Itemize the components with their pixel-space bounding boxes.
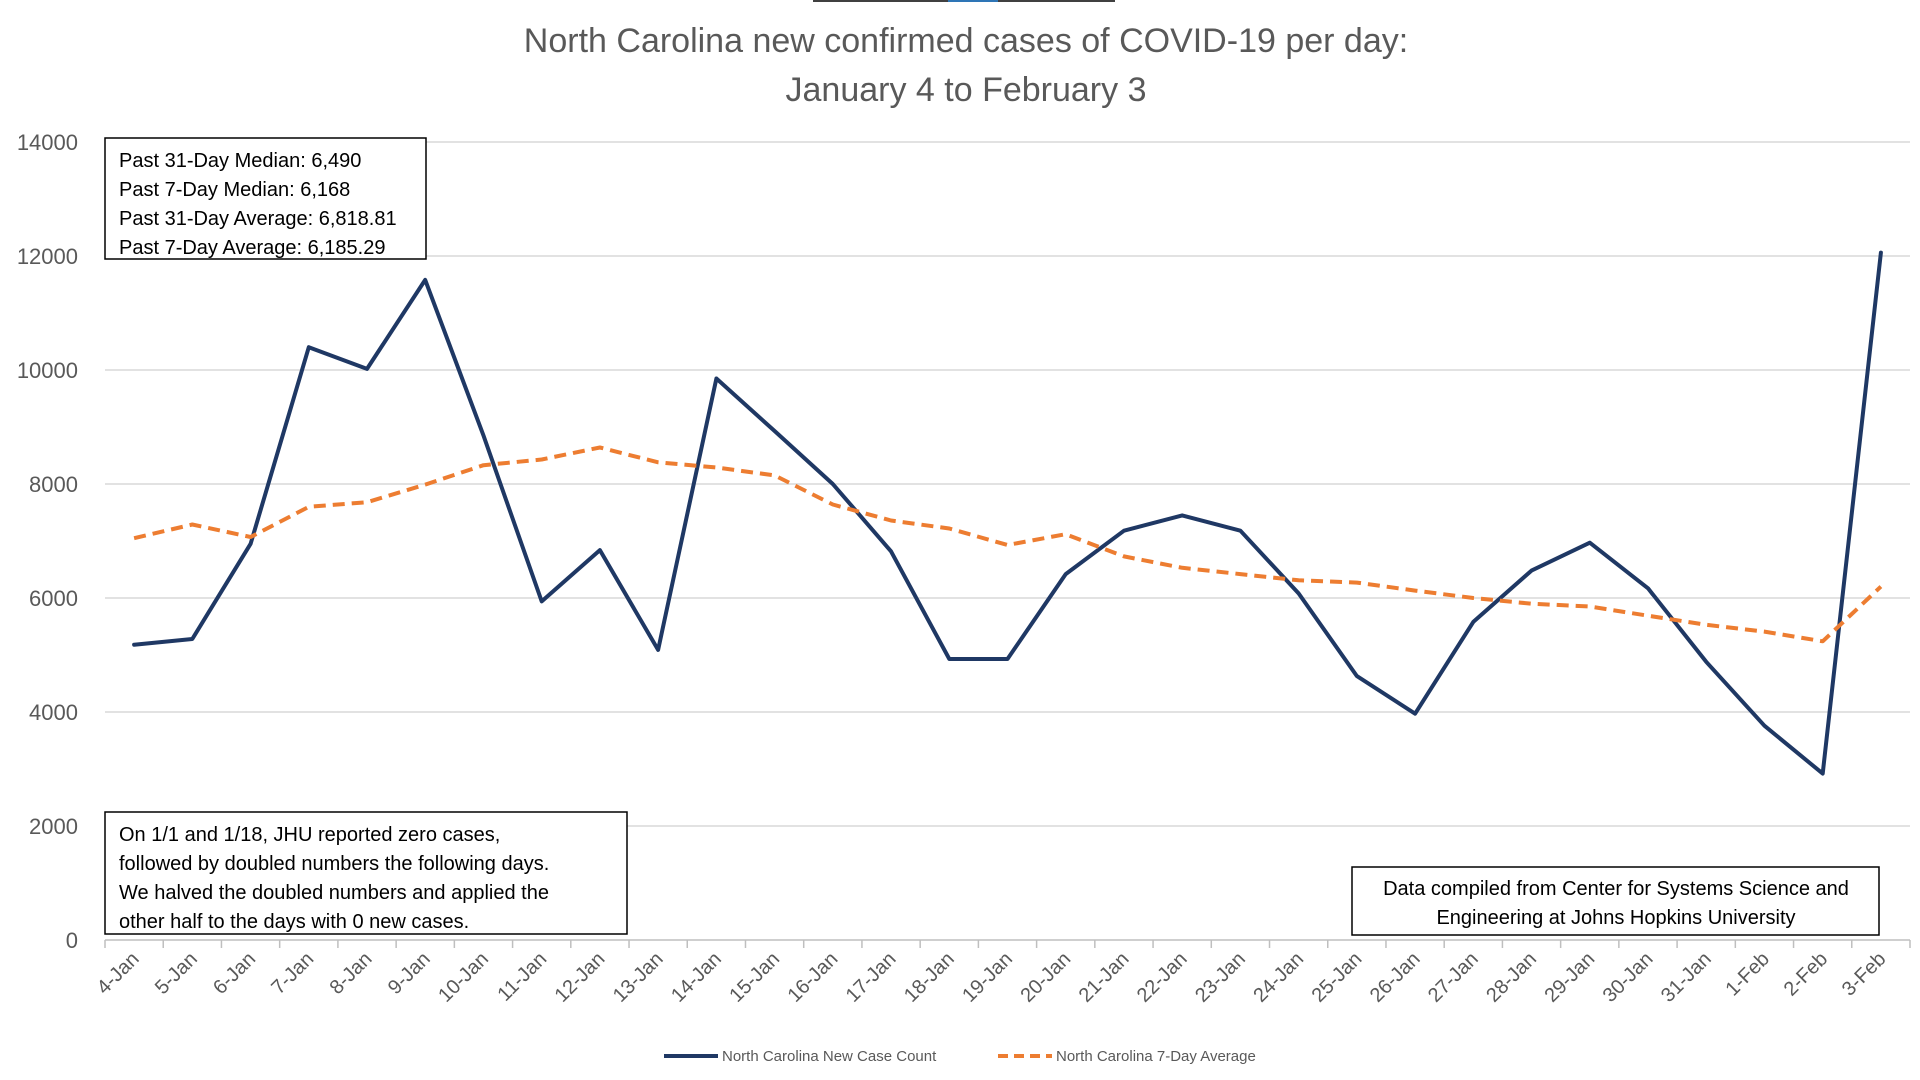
x-tick-label: 5-Jan (151, 948, 202, 999)
note-box: On 1/1 and 1/18, JHU reported zero cases… (104, 811, 628, 935)
x-tick-label: 28-Jan (1482, 948, 1541, 1007)
top-edge-accent (948, 0, 998, 2)
x-tick-label: 6-Jan (209, 948, 260, 999)
y-tick-label: 6000 (29, 586, 78, 611)
x-tick-label: 4-Jan (93, 948, 144, 999)
x-tick-label: 25-Jan (1308, 948, 1367, 1007)
source-box-border (1351, 866, 1880, 936)
chart-title: North Carolina new confirmed cases of CO… (524, 22, 1408, 109)
y-tick-label: 10000 (17, 358, 78, 383)
x-tick-label: 16-Jan (784, 948, 843, 1007)
x-tick-label: 11-Jan (493, 948, 551, 1006)
x-tick-label: 21-Jan (1075, 948, 1134, 1007)
stats-median-31: Past 31-Day Median: 6,490 (119, 150, 361, 172)
x-tick-label: 14-Jan (667, 948, 726, 1007)
source-line-2: Engineering at Johns Hopkins University (1436, 907, 1795, 929)
x-tick-label: 20-Jan (1016, 948, 1075, 1007)
note-line-2: followed by doubled numbers the followin… (119, 853, 549, 875)
stats-median-7: Past 7-Day Median: 6,168 (119, 179, 350, 201)
y-tick-label: 0 (66, 928, 78, 953)
x-axis: 4-Jan 5-Jan 6-Jan 7-Jan 8-Jan 9-Jan 10-Jan 11-J… (93, 939, 1911, 1007)
y-tick-label: 2000 (29, 814, 78, 839)
x-tick-label: 19-Jan (958, 948, 1017, 1007)
x-tick-label: 29-Jan (1540, 948, 1599, 1007)
legend: North Carolina New Case Count North Caro… (664, 1048, 1256, 1065)
legend-label-7-day-average: North Carolina 7-Day Average (1056, 1048, 1256, 1065)
x-tick-label: 31-Jan (1657, 948, 1716, 1007)
series-lines (132, 250, 1883, 776)
stats-box-border (104, 137, 427, 260)
x-tick-label: 2-Feb (1780, 948, 1833, 1001)
source-box: Data compiled from Center for Systems Sc… (1351, 866, 1880, 936)
x-tick-label: 12-Jan (551, 948, 610, 1007)
stats-average-7: Past 7-Day Average: 6,185.29 (119, 237, 385, 259)
y-tick-label: 8000 (29, 472, 78, 497)
x-tick-label: 27-Jan (1424, 948, 1483, 1007)
x-tick-label: 7-Jan (267, 948, 318, 999)
note-box-border (104, 811, 628, 935)
x-tick-label: 26-Jan (1366, 948, 1425, 1007)
stats-average-31: Past 31-Day Average: 6,818.81 (119, 208, 397, 230)
x-tick-label: 8-Jan (326, 948, 377, 999)
legend-label-new-cases: North Carolina New Case Count (722, 1048, 937, 1065)
x-tick-label: 1-Feb (1721, 948, 1774, 1001)
chart-title-line-1: North Carolina new confirmed cases of CO… (524, 22, 1408, 60)
x-tick-label: 9-Jan (384, 948, 435, 999)
y-axis-ticks: 0 2000 4000 6000 8000 10000 12000 14000 (17, 130, 78, 953)
y-tick-label: 12000 (17, 244, 78, 269)
note-line-4: other half to the days with 0 new cases. (119, 911, 469, 933)
x-tick-label: 3-Feb (1838, 948, 1891, 1001)
y-tick-label: 4000 (29, 700, 78, 725)
source-line-1: Data compiled from Center for Systems Sc… (1383, 878, 1849, 900)
x-tick-label: 17-Jan (842, 948, 901, 1007)
x-tick-label: 24-Jan (1249, 948, 1308, 1007)
x-tick-label: 13-Jan (609, 948, 668, 1007)
x-tick-label: 10-Jan (434, 948, 493, 1007)
y-tick-label: 14000 (17, 130, 78, 155)
x-tick-label: 15-Jan (725, 948, 784, 1007)
note-line-3: We halved the doubled numbers and applie… (119, 882, 549, 904)
x-tick-label: 18-Jan (900, 948, 959, 1007)
x-tick-label: 30-Jan (1599, 948, 1658, 1007)
note-line-1: On 1/1 and 1/18, JHU reported zero cases… (119, 824, 500, 846)
series-line-7-day-average (133, 445, 1883, 644)
x-tick-label: 22-Jan (1133, 948, 1192, 1007)
chart-title-line-2: January 4 to February 3 (786, 71, 1147, 109)
series-line-new-case-count (132, 250, 1883, 776)
x-tick-label: 23-Jan (1191, 948, 1250, 1007)
stats-box: Past 31-Day Median: 6,490 Past 7-Day Med… (104, 137, 427, 260)
